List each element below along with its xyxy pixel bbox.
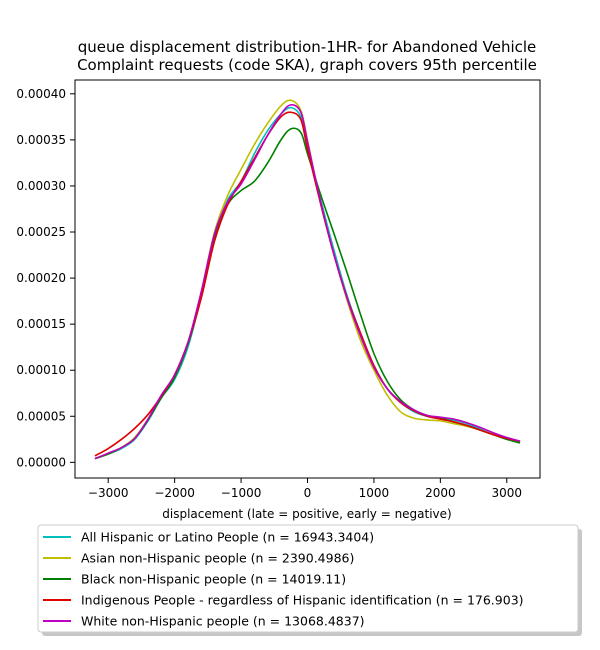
- y-tick-label: 0.00000: [16, 455, 66, 469]
- chart-subtitle: Complaint requests (code SKA), graph cov…: [77, 56, 537, 74]
- plot-lines: [94, 99, 521, 460]
- legend-label: All Hispanic or Latino People (n = 16943…: [81, 530, 374, 545]
- legend-label: Indigenous People - regardless of Hispan…: [81, 593, 524, 608]
- y-tick-label: 0.00035: [16, 133, 66, 147]
- y-axis: 0.00000 0.00005 0.00010 0.00015 0.00020 0.000…: [16, 87, 75, 469]
- x-tick-label: −2000: [154, 486, 195, 500]
- series-line-3: [94, 111, 521, 457]
- x-tick-label: 0: [304, 486, 312, 500]
- y-tick-label: 0.00015: [16, 317, 66, 331]
- x-axis-label: displacement (late = positive, early = n…: [162, 507, 451, 521]
- legend-label: White non-Hispanic people (n = 13068.483…: [81, 614, 365, 629]
- x-tick-label: 1000: [359, 486, 390, 500]
- legend: All Hispanic or Latino People (n = 16943…: [37, 524, 582, 636]
- series-line-0: [94, 106, 521, 460]
- y-tick-label: 0.00005: [16, 409, 66, 423]
- x-tick-label: 3000: [492, 486, 523, 500]
- y-tick-label: 0.00040: [16, 87, 66, 101]
- series-line-2: [94, 127, 521, 460]
- legend-box: [37, 524, 579, 633]
- y-tick-label: 0.00030: [16, 179, 66, 193]
- x-tick-label: −1000: [221, 486, 262, 500]
- y-tick-label: 0.00020: [16, 271, 66, 285]
- x-tick-label: −3000: [88, 486, 129, 500]
- x-axis: −3000 −2000 −1000 0 1000 2000 3000: [88, 478, 522, 500]
- chart-title: queue displacement distribution-1HR- for…: [78, 38, 537, 56]
- series-line-4: [94, 104, 521, 460]
- legend-label: Black non-Hispanic people (n = 14019.11): [81, 572, 346, 587]
- legend-label: Asian non-Hispanic people (n = 2390.4986…: [81, 551, 354, 566]
- y-tick-label: 0.00025: [16, 225, 66, 239]
- x-tick-label: 2000: [425, 486, 456, 500]
- y-tick-label: 0.00010: [16, 363, 66, 377]
